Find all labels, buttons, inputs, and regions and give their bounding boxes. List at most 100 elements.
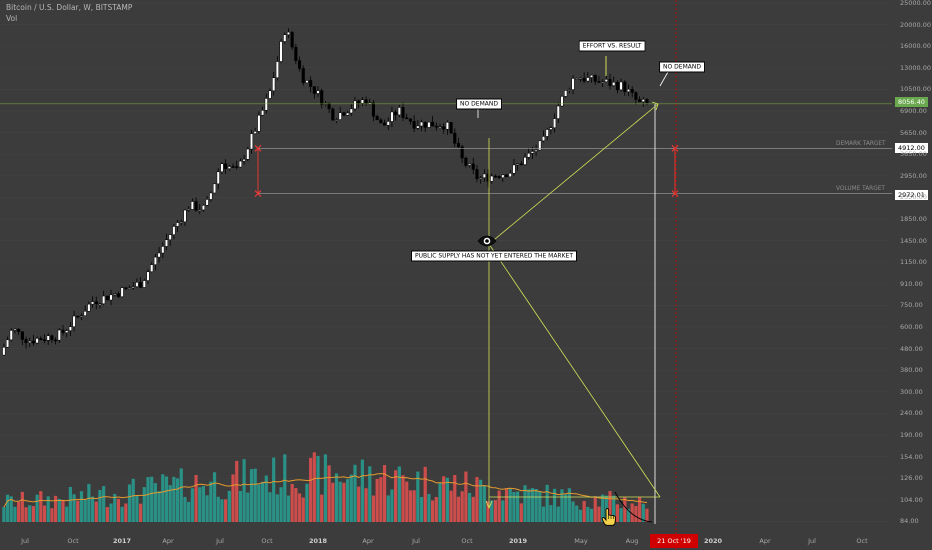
candle-body (231, 166, 235, 168)
volume-bar (205, 495, 209, 522)
candle-body (131, 286, 135, 289)
volume-bar (305, 483, 309, 522)
candle-body (31, 340, 35, 344)
volume-bar (113, 493, 117, 522)
volume-bar (24, 507, 28, 522)
volume-bar (486, 501, 490, 522)
candle-body (327, 103, 331, 110)
candle-body (571, 78, 575, 90)
volume-bar (353, 464, 357, 522)
volume-bar (412, 490, 416, 522)
candle-body (264, 98, 268, 111)
candle-body (61, 329, 65, 333)
candle-body (224, 163, 228, 169)
volume-bar (408, 490, 413, 522)
candle-body (397, 107, 401, 116)
candle-body (449, 122, 453, 134)
candle-body (72, 315, 76, 327)
candle-body (497, 176, 501, 178)
volume-bar (17, 501, 21, 522)
volume-bar (567, 488, 571, 522)
volume-bar (508, 488, 512, 522)
volume-bar (220, 499, 224, 522)
date-badge: 21 Oct '19 (650, 534, 698, 548)
candle-body (28, 340, 32, 343)
volume-bar (50, 508, 54, 522)
volume-bar (586, 506, 590, 522)
candle-body (508, 173, 512, 178)
volume-bar (501, 500, 505, 522)
candle-body (527, 153, 531, 158)
candle-body (238, 160, 242, 168)
volume-bar (201, 486, 206, 522)
candle-body (482, 173, 486, 178)
y-tick-label: 190.00 (900, 431, 923, 439)
volume-bar (589, 508, 594, 522)
volume-bar (168, 485, 172, 522)
volume-bar (286, 495, 291, 522)
volume-bar (131, 478, 135, 522)
candle-body (135, 282, 139, 287)
candle-body (35, 338, 39, 344)
pointing-hand-icon (601, 508, 616, 526)
candle-body (349, 108, 353, 114)
volume-bar (442, 476, 446, 522)
x-tick-label: Oct (461, 537, 473, 545)
candle-body (68, 326, 72, 331)
candle-body (179, 221, 183, 224)
candle-body (626, 89, 631, 93)
volume-bar (612, 495, 616, 522)
arrow-head (485, 500, 493, 510)
candle-body (94, 301, 98, 305)
candle-body (516, 163, 520, 166)
x-tick-label: Jul (21, 537, 29, 545)
volume-bar (504, 488, 509, 522)
volume-bar (135, 495, 139, 522)
volume-bar (556, 506, 560, 522)
volume-bar (42, 505, 47, 522)
candle-body (456, 143, 461, 148)
candle-body (279, 41, 283, 62)
candle-body (187, 209, 191, 211)
candle-body (331, 108, 335, 121)
candle-body (408, 118, 412, 122)
volume-bar (456, 496, 461, 522)
volume-bar (349, 474, 353, 522)
volume-bar (320, 494, 324, 522)
volume-bar (371, 495, 376, 522)
volume-bar (342, 482, 346, 522)
volume-bar (390, 489, 394, 522)
volume-price-label: 2972.01 (895, 190, 928, 200)
volume-bars (2, 452, 649, 522)
volume-bar (5, 494, 10, 522)
volume-bar (368, 466, 372, 522)
volume-bar (172, 476, 176, 522)
candle-body (556, 105, 560, 119)
x-tick-label: May (574, 537, 588, 545)
x-tick-label: 2019 (508, 537, 528, 545)
volume-bar (323, 454, 328, 522)
y-tick-label: 20000.00 (900, 20, 932, 29)
volume-bar (301, 497, 305, 522)
volume-bar (471, 496, 475, 522)
volume-bar (327, 465, 331, 522)
volume-bar (90, 496, 95, 522)
candle-body (445, 122, 449, 130)
candle-body (401, 107, 405, 118)
volume-bar (445, 477, 449, 522)
y-tick-label: 240.00 (900, 409, 923, 418)
demark-target-label: DEMARK TARGET (836, 141, 886, 147)
volume-bar (212, 472, 217, 522)
candle-body (109, 294, 113, 301)
volume-bar (146, 477, 150, 522)
volume-bar (264, 475, 268, 522)
volume-bar (2, 507, 6, 522)
volume-bar (13, 506, 17, 522)
candle-body (541, 136, 546, 142)
volume-bar (401, 475, 405, 522)
y-tick-label: 126.00 (900, 474, 923, 483)
volume-bar (601, 494, 605, 522)
volume-bar (249, 469, 254, 522)
candle-body (512, 164, 516, 174)
